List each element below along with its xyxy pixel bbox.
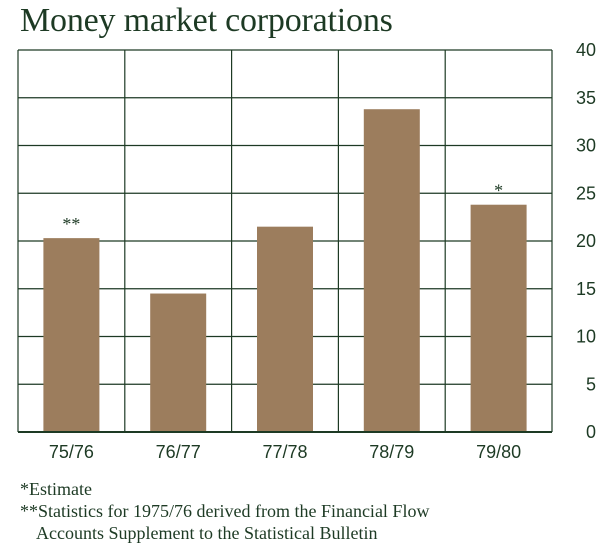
bar-marker-75/76: **: [62, 214, 80, 234]
bar-77/78: [257, 226, 313, 432]
y-tick-label-25: 25: [576, 183, 596, 203]
x-tick-label-75/76: 75/76: [49, 442, 94, 462]
bar-78/79: [363, 109, 420, 433]
x-tick-label-76/77: 76/77: [156, 442, 201, 462]
bars: [43, 109, 527, 433]
x-tick-label-78/79: 78/79: [369, 442, 414, 462]
y-tick-label-35: 35: [576, 88, 596, 108]
footnote-statistics-line1: **Statistics for 1975/76 derived from th…: [20, 501, 430, 521]
y-tick-label-40: 40: [576, 40, 596, 60]
chart-title: Money market corporations: [20, 2, 393, 39]
footnotes: *Estimate **Statistics for 1975/76 deriv…: [20, 478, 429, 544]
y-tick-label-30: 30: [576, 136, 596, 156]
bar-75/76: [43, 238, 100, 432]
y-tick-label-0: 0: [586, 422, 596, 442]
y-tick-label-10: 10: [576, 327, 596, 347]
x-tick-labels: 75/76 76/77 77/78 78/79 79/80: [49, 442, 521, 462]
y-tick-label-5: 5: [586, 374, 596, 394]
y-tick-labels: 0 5 10 15 20 25 30 35 40: [576, 40, 596, 442]
y-tick-label-20: 20: [576, 231, 596, 251]
x-tick-label-77/78: 77/78: [262, 442, 307, 462]
bar-markers: ***: [62, 181, 503, 234]
y-tick-label-15: 15: [576, 279, 596, 299]
bar-79/80: [470, 204, 527, 432]
bar-76/77: [150, 293, 207, 432]
footnote-statistics-line2: Accounts Supplement to the Statistical B…: [36, 523, 378, 543]
bar-marker-79/80: *: [494, 181, 503, 201]
footnote-estimate: *Estimate: [20, 479, 92, 499]
x-tick-label-79/80: 79/80: [476, 442, 521, 462]
